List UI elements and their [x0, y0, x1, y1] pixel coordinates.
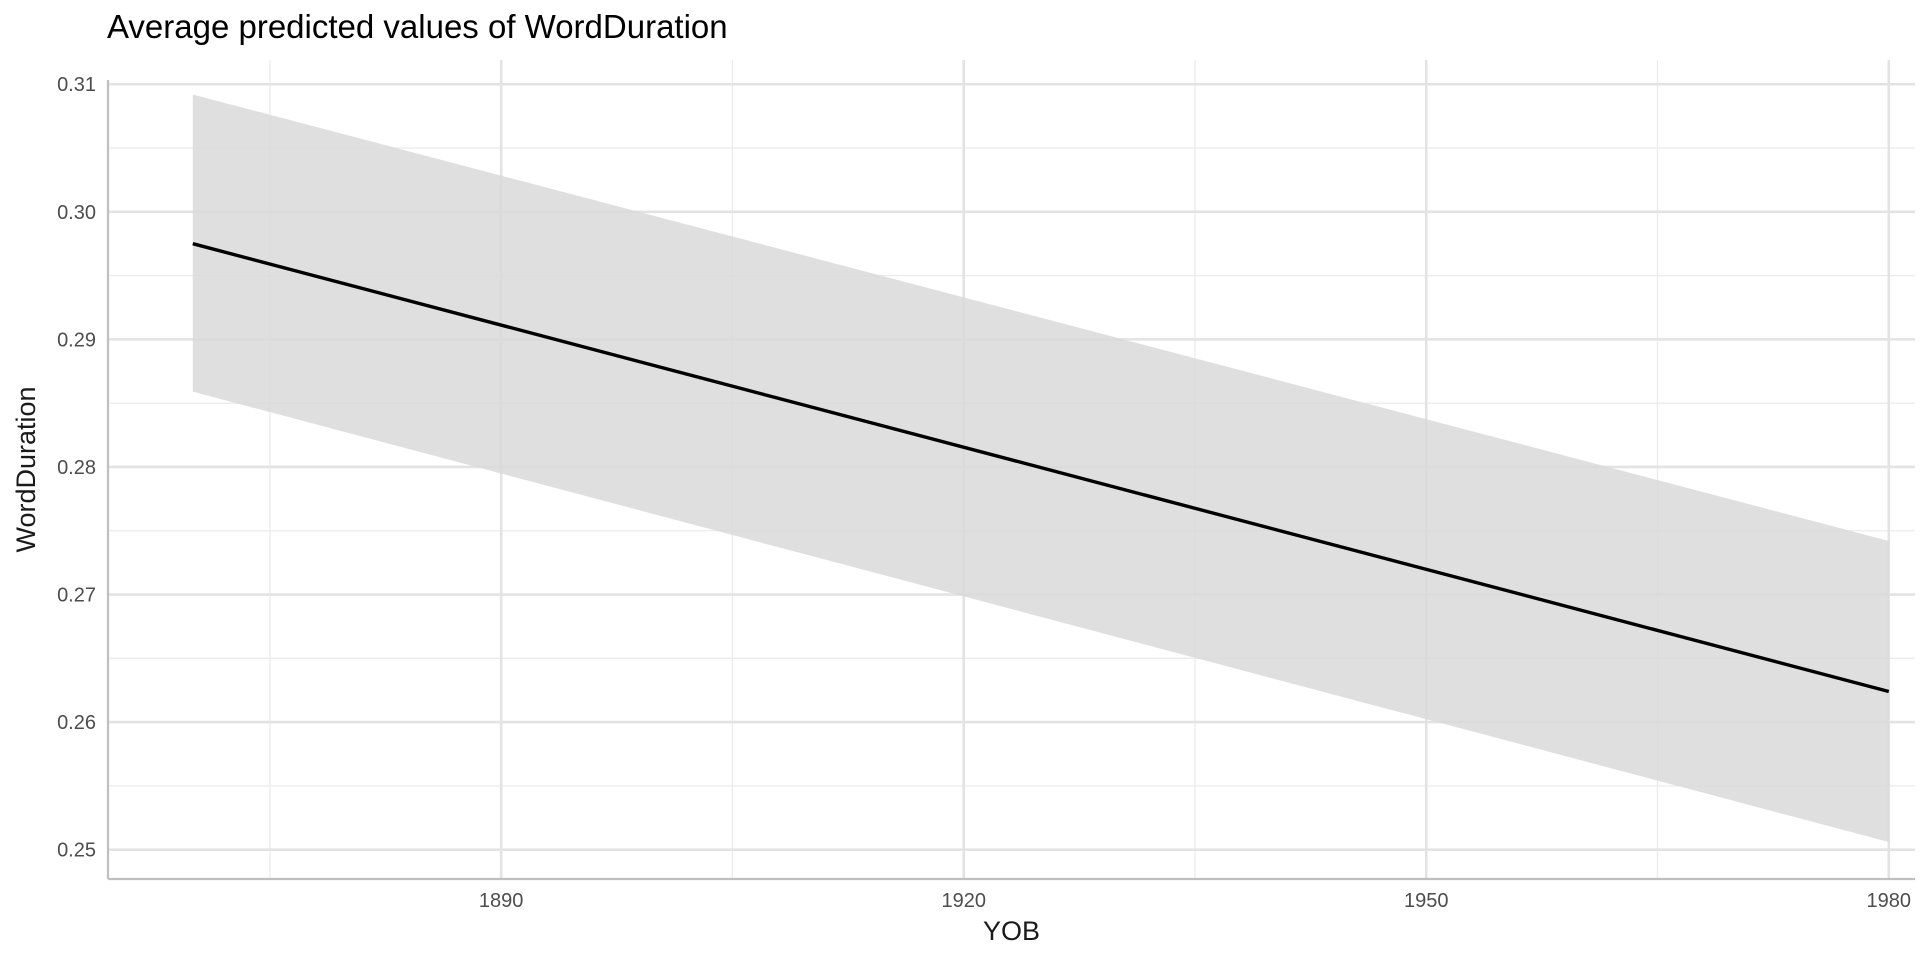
x-tick-labels: 1890 1920 1950 1980 [479, 890, 1911, 912]
y-tick-label: 0.25 [57, 840, 96, 862]
y-tick-label: 0.29 [57, 329, 96, 351]
x-tick-label: 1950 [1404, 890, 1449, 912]
y-tick-label: 0.30 [57, 202, 96, 224]
prediction-line [192, 242, 1890, 694]
x-tick-label: 1920 [941, 890, 986, 912]
y-tick-labels: 0.25 0.26 0.27 0.28 0.29 0.30 0.31 [57, 74, 96, 861]
y-tick-label: 0.27 [57, 585, 96, 607]
x-tick-label: 1980 [1867, 890, 1912, 912]
y-axis-title: WordDuration [11, 386, 41, 552]
prediction-line-layer [192, 242, 1890, 694]
axes [106, 80, 1915, 881]
x-tick-label: 1890 [479, 890, 524, 912]
chart-title: Average predicted values of WordDuration [107, 8, 728, 45]
x-axis-title: YOB [983, 916, 1040, 946]
y-tick-label: 0.26 [57, 712, 96, 734]
y-tick-label: 0.31 [57, 74, 96, 96]
y-tick-label: 0.28 [57, 457, 96, 479]
